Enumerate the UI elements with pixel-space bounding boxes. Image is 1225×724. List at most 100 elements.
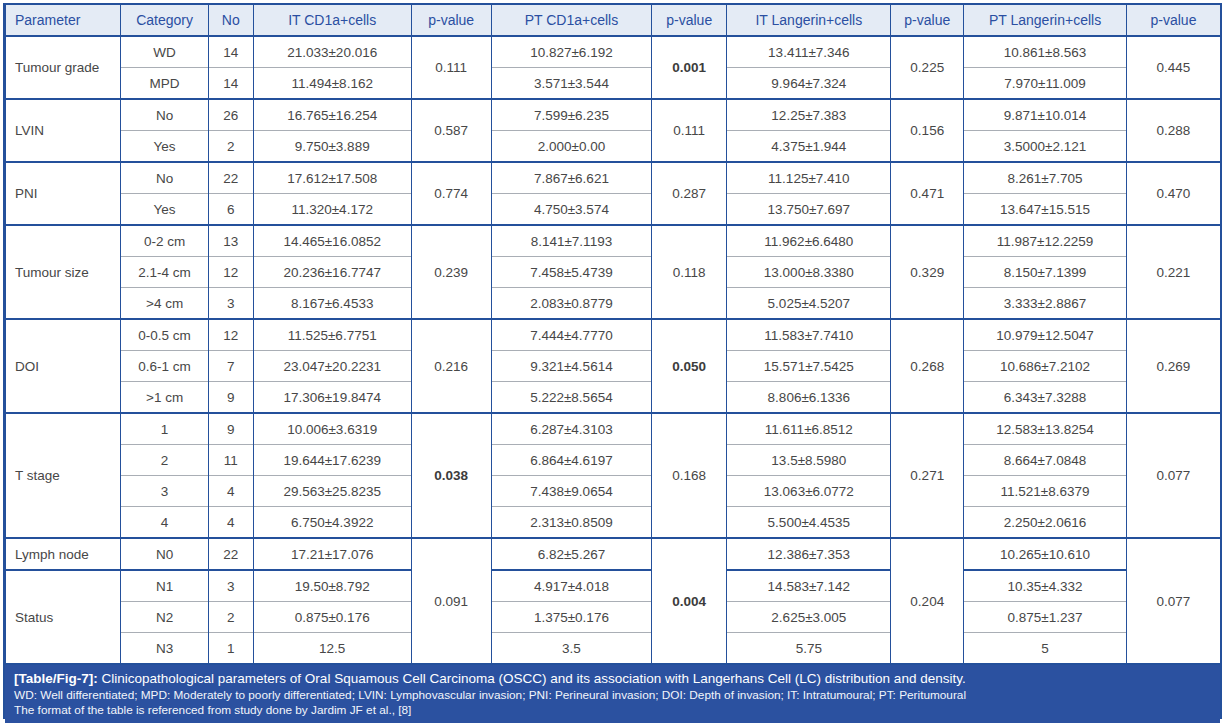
value-cell: 2.083±0.8779 [491,288,651,320]
parameter-cell: Tumour size [6,225,121,319]
value-cell: 5.222±8.5654 [491,382,651,414]
count-cell: 3 [208,288,253,320]
parameter-cell: DOI [6,319,121,413]
value-cell: 8.806±6.1336 [727,382,891,414]
value-cell: 7.599±6.235 [491,99,651,131]
table-figure: Parameter Category No IT CD1a+cells p-va… [3,3,1222,719]
value-cell: 10.827±6.192 [491,36,651,68]
value-cell: 19.50±8.792 [253,570,411,602]
value-cell: 12.583±13.8254 [964,413,1127,445]
category-cell: Yes [121,131,208,163]
category-cell: 4 [121,507,208,539]
value-cell: 8.261±7.705 [964,162,1127,194]
parameter-cell: Status [6,570,121,663]
parameter-cell: PNI [6,162,121,225]
count-cell: 2 [208,131,253,163]
value-cell: 17.612±17.508 [253,162,411,194]
value-cell: 7.438±9.0654 [491,476,651,507]
value-cell: 11.494±8.162 [253,68,411,100]
p-value-cell: 0.077 [1126,413,1220,538]
p-value-cell: 0.268 [891,319,964,413]
category-cell: 0-0.5 cm [121,319,208,351]
category-cell: 0-2 cm [121,225,208,257]
category-cell: 0.6-1 cm [121,351,208,382]
parameter-cell: LVIN [6,99,121,162]
count-cell: 9 [208,413,253,445]
table-row: >1 cm 9 17.306±19.8474 5.222±8.5654 8.80… [6,382,1221,414]
p-value-cell: 0.239 [411,225,491,319]
p-value-cell: 0.001 [652,36,727,99]
column-header-it-langerin: IT Langerin+cells [727,5,891,36]
category-cell: No [121,162,208,194]
value-cell: 3.571±3.544 [491,68,651,100]
value-cell: 4.375±1.944 [727,131,891,163]
category-cell: N0 [121,538,208,570]
category-cell: Yes [121,194,208,226]
column-header-category: Category [121,5,208,36]
table-row: N3 1 12.5 3.5 5.75 5 [6,633,1221,664]
value-cell: 0.875±1.237 [964,602,1127,633]
value-cell: 8.664±7.0848 [964,445,1127,476]
table-row: DOI 0-0.5 cm 12 11.525±6.7751 0.216 7.44… [6,319,1221,351]
table-row: Tumour size 0-2 cm 13 14.465±16.0852 0.2… [6,225,1221,257]
p-value-cell: 0.156 [891,99,964,162]
p-value-cell: 0.168 [652,413,727,538]
value-cell: 7.867±6.621 [491,162,651,194]
caption-line: [Table/Fig-7]: Clinicopathological param… [14,670,1211,688]
column-header-pt-langerin: PT Langerin+cells [964,5,1127,36]
value-cell: 11.583±7.7410 [727,319,891,351]
value-cell: 13.411±7.346 [727,36,891,68]
value-cell: 10.861±8.563 [964,36,1127,68]
column-header-pvalue-3: p-value [891,5,964,36]
category-cell: 1 [121,413,208,445]
value-cell: 11.987±12.2259 [964,225,1127,257]
count-cell: 14 [208,68,253,100]
p-value-cell: 0.774 [411,162,491,225]
value-cell: 17.306±19.8474 [253,382,411,414]
header-row: Parameter Category No IT CD1a+cells p-va… [6,5,1221,36]
category-cell: N3 [121,633,208,664]
figure-caption-bar: [Table/Fig-7]: Clinicopathological param… [5,663,1220,723]
value-cell: 23.047±20.2231 [253,351,411,382]
count-cell: 12 [208,319,253,351]
abbreviations-line: WD: Well differentiated; MPD: Moderately… [14,688,1211,704]
value-cell: 5.500±4.4535 [727,507,891,539]
p-value-cell: 0.111 [652,99,727,162]
p-value-cell: 0.204 [891,538,964,663]
value-cell: 4.917±4.018 [491,570,651,602]
count-cell: 12 [208,257,253,288]
p-value-cell: 0.118 [652,225,727,319]
p-value-cell: 0.221 [1126,225,1220,319]
value-cell: 11.525±6.7751 [253,319,411,351]
value-cell: 19.644±17.6239 [253,445,411,476]
category-cell: MPD [121,68,208,100]
count-cell: 1 [208,633,253,664]
value-cell: 2.000±0.00 [491,131,651,163]
category-cell: 3 [121,476,208,507]
table-row: T stage 1 9 10.006±3.6319 0.038 6.287±4.… [6,413,1221,445]
value-cell: 5 [964,633,1127,664]
value-cell: 15.571±7.5425 [727,351,891,382]
count-cell: 14 [208,36,253,68]
value-cell: 12.5 [253,633,411,664]
p-value-cell: 0.091 [411,538,491,663]
parameter-cell: T stage [6,413,121,538]
category-cell: >4 cm [121,288,208,320]
count-cell: 6 [208,194,253,226]
table-row: >4 cm 3 8.167±6.4533 2.083±0.8779 5.025±… [6,288,1221,320]
value-cell: 9.871±10.014 [964,99,1127,131]
p-value-cell: 0.004 [652,538,727,663]
value-cell: 11.320±4.172 [253,194,411,226]
category-cell: No [121,99,208,131]
category-cell: WD [121,36,208,68]
value-cell: 12.386±7.353 [727,538,891,570]
value-cell: 1.375±0.176 [491,602,651,633]
table-row: MPD 14 11.494±8.162 3.571±3.544 9.964±7.… [6,68,1221,100]
value-cell: 7.444±4.7770 [491,319,651,351]
clinicopathological-table: Parameter Category No IT CD1a+cells p-va… [5,5,1220,663]
value-cell: 7.458±5.4739 [491,257,651,288]
value-cell: 11.521±8.6379 [964,476,1127,507]
value-cell: 13.000±8.3380 [727,257,891,288]
table-row: Tumour grade WD 14 21.033±20.016 0.111 1… [6,36,1221,68]
value-cell: 16.765±16.254 [253,99,411,131]
